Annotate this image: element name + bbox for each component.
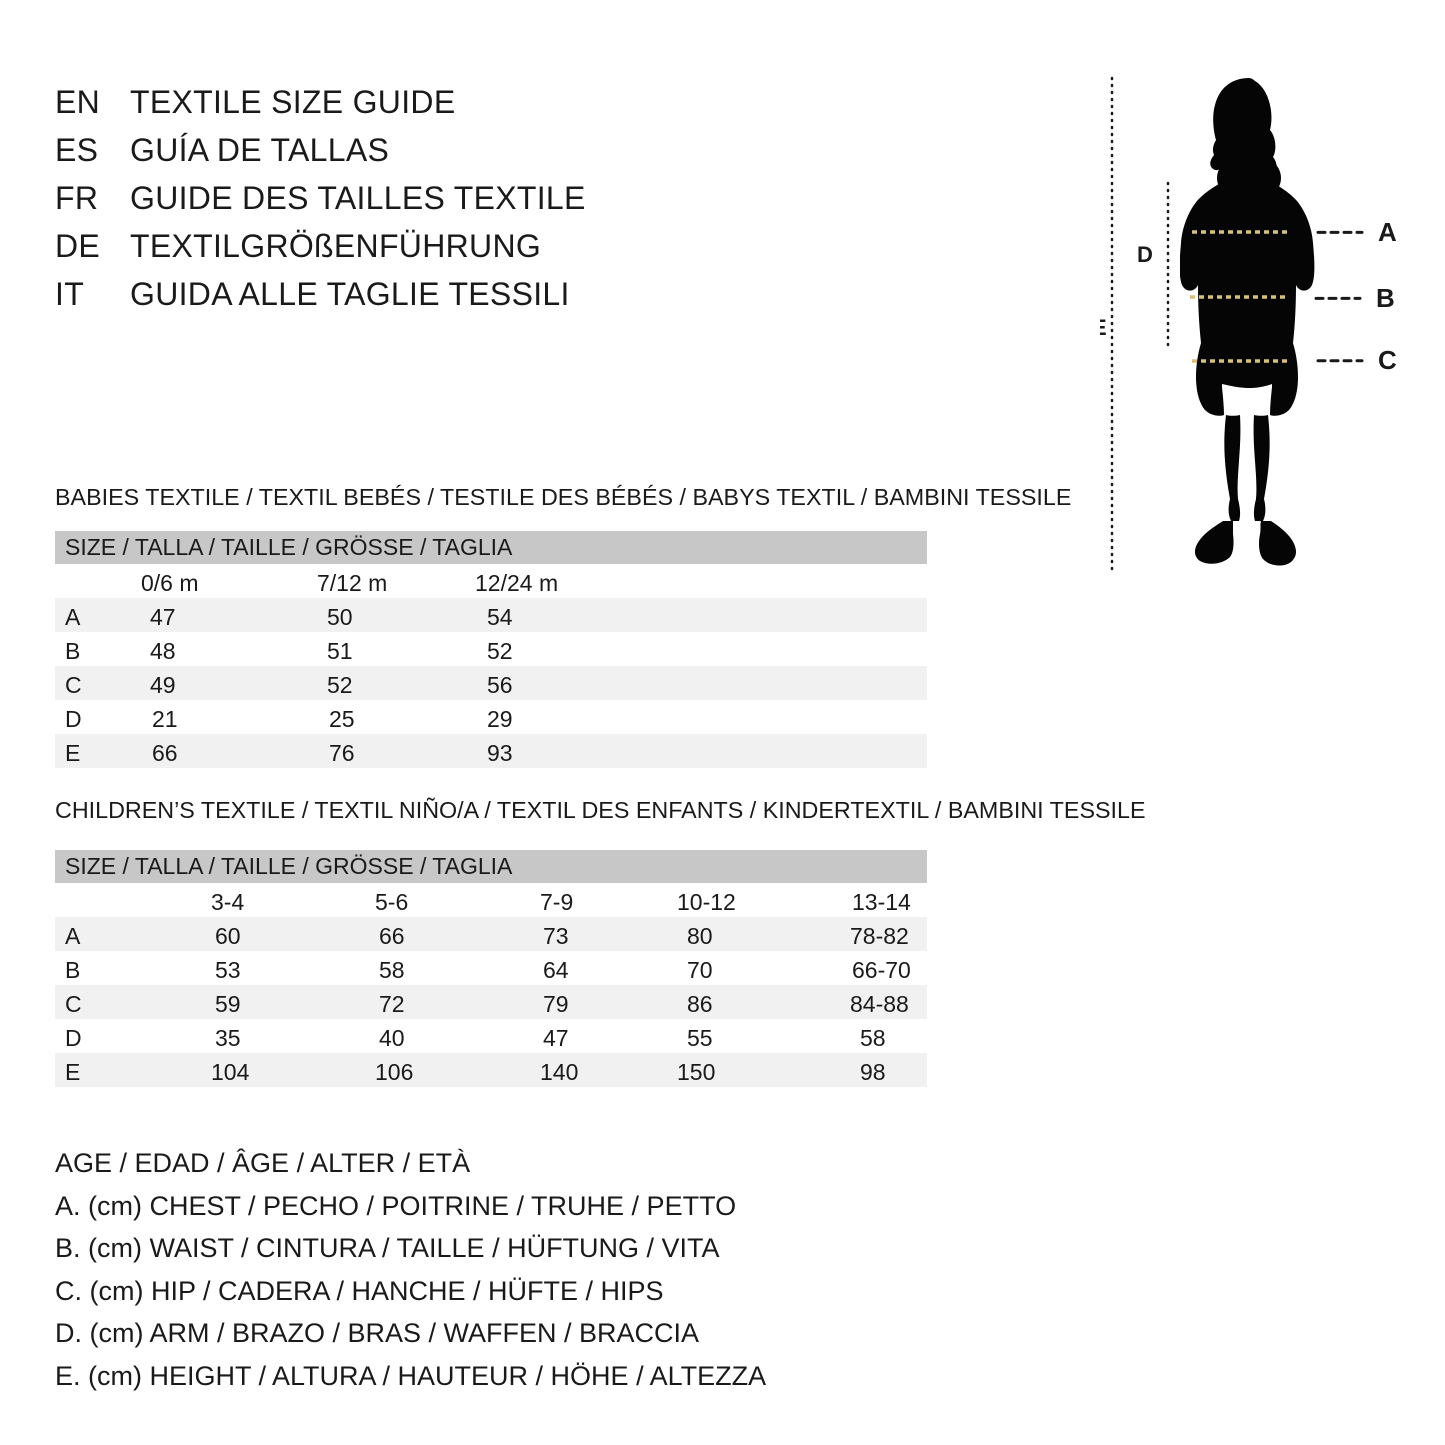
svg-text:B: B xyxy=(1376,283,1395,313)
svg-text:C: C xyxy=(1378,345,1397,375)
svg-text:D: D xyxy=(1137,242,1153,267)
svg-text:E: E xyxy=(1100,315,1107,340)
svg-text:A: A xyxy=(1378,217,1397,247)
